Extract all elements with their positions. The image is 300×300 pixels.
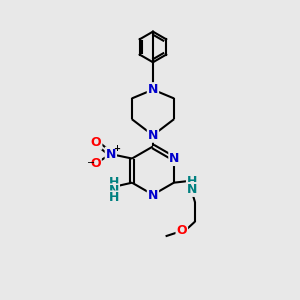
Text: H: H	[187, 175, 197, 188]
Text: H: H	[109, 176, 119, 189]
Text: O: O	[176, 224, 187, 238]
Text: O: O	[91, 136, 101, 149]
Text: N: N	[187, 183, 197, 196]
Text: N: N	[106, 148, 116, 160]
Text: O: O	[90, 157, 101, 170]
Text: H: H	[109, 191, 119, 205]
Text: +: +	[113, 144, 120, 153]
Text: N: N	[148, 189, 158, 202]
Text: −: −	[87, 158, 95, 168]
Text: N: N	[148, 83, 158, 96]
Text: N: N	[169, 152, 180, 165]
Text: N: N	[109, 184, 119, 197]
Text: N: N	[148, 129, 158, 142]
